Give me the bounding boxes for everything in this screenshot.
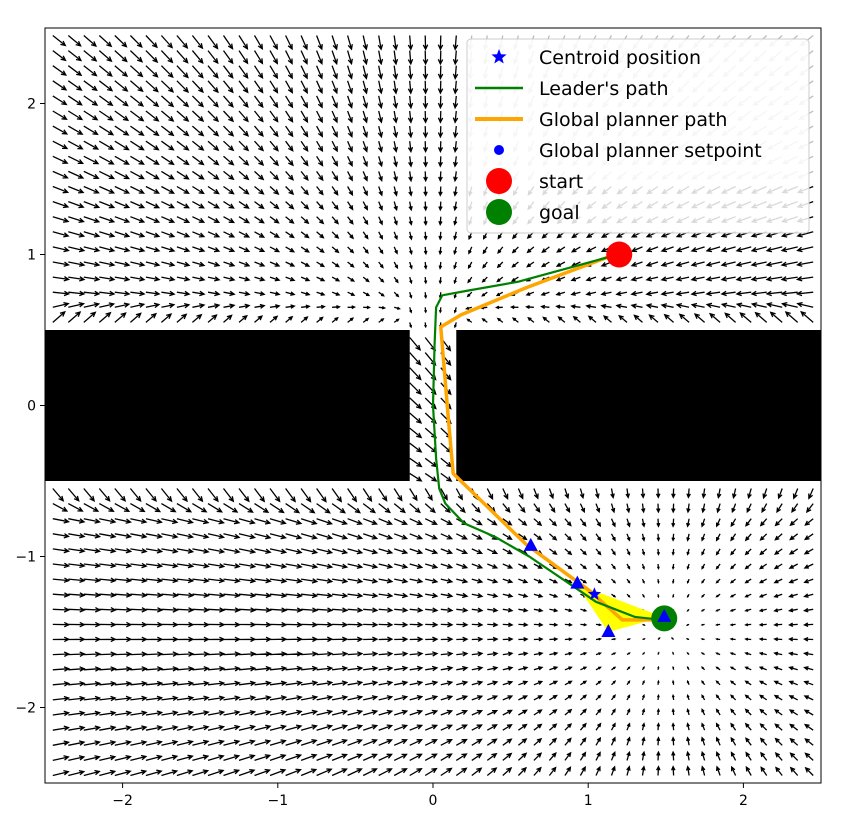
legend-label-3: Global planner setpoint (539, 140, 762, 162)
legend-circle-icon (486, 199, 512, 225)
paths (431, 252, 663, 632)
legend-item-4: start (486, 168, 583, 194)
legend-dot-icon (494, 145, 504, 155)
y-tick-label-1: −1 (15, 550, 36, 566)
legend-box (466, 38, 810, 234)
y-tick-label-4: 2 (27, 97, 36, 113)
y-tick-label-0: −2 (15, 701, 36, 717)
legend-item-1: Leader's path (475, 78, 669, 100)
obstacle-0 (45, 330, 410, 481)
legend-star-icon (491, 49, 507, 64)
legend-label-0: Centroid position (539, 47, 701, 69)
leader-path (431, 253, 663, 622)
robot-marker-1 (570, 575, 585, 589)
y-tick-label-3: 1 (27, 248, 36, 264)
legend-item-3: Global planner setpoint (494, 140, 762, 162)
legend-item-2: Global planner path (475, 109, 727, 131)
robot-marker-2 (601, 624, 616, 637)
start-marker (606, 241, 633, 268)
legend: Centroid position Leader's path Global pla… (466, 38, 810, 234)
legend-label-5: goal (539, 202, 580, 224)
y-tick-label-2: 0 (27, 399, 36, 415)
robot-marker-3 (657, 608, 672, 622)
x-tick-label-2: 0 (429, 793, 438, 809)
legend-label-1: Leader's path (539, 78, 669, 100)
obstacles (45, 330, 821, 481)
x-axis: −2 −1 0 1 2 (112, 783, 748, 809)
markers (523, 241, 678, 637)
legend-item-0: Centroid position (491, 47, 701, 69)
x-tick-label-4: 2 (739, 793, 748, 809)
legend-item-5: goal (486, 199, 580, 225)
x-tick-label-3: 1 (584, 793, 593, 809)
legend-label-2: Global planner path (539, 109, 727, 131)
legend-label-4: start (539, 171, 583, 193)
obstacle-1 (456, 330, 821, 481)
plot-area (45, 34, 821, 777)
field-arrows (52, 34, 814, 777)
legend-circle-icon (486, 168, 512, 194)
x-tick-label-0: −2 (112, 793, 133, 809)
robot-marker-0 (523, 537, 538, 551)
centroid-marker (587, 587, 602, 600)
y-axis: −2 −1 0 1 2 (15, 97, 45, 717)
global-planner-path (439, 252, 663, 622)
x-tick-label-1: −1 (267, 793, 288, 809)
